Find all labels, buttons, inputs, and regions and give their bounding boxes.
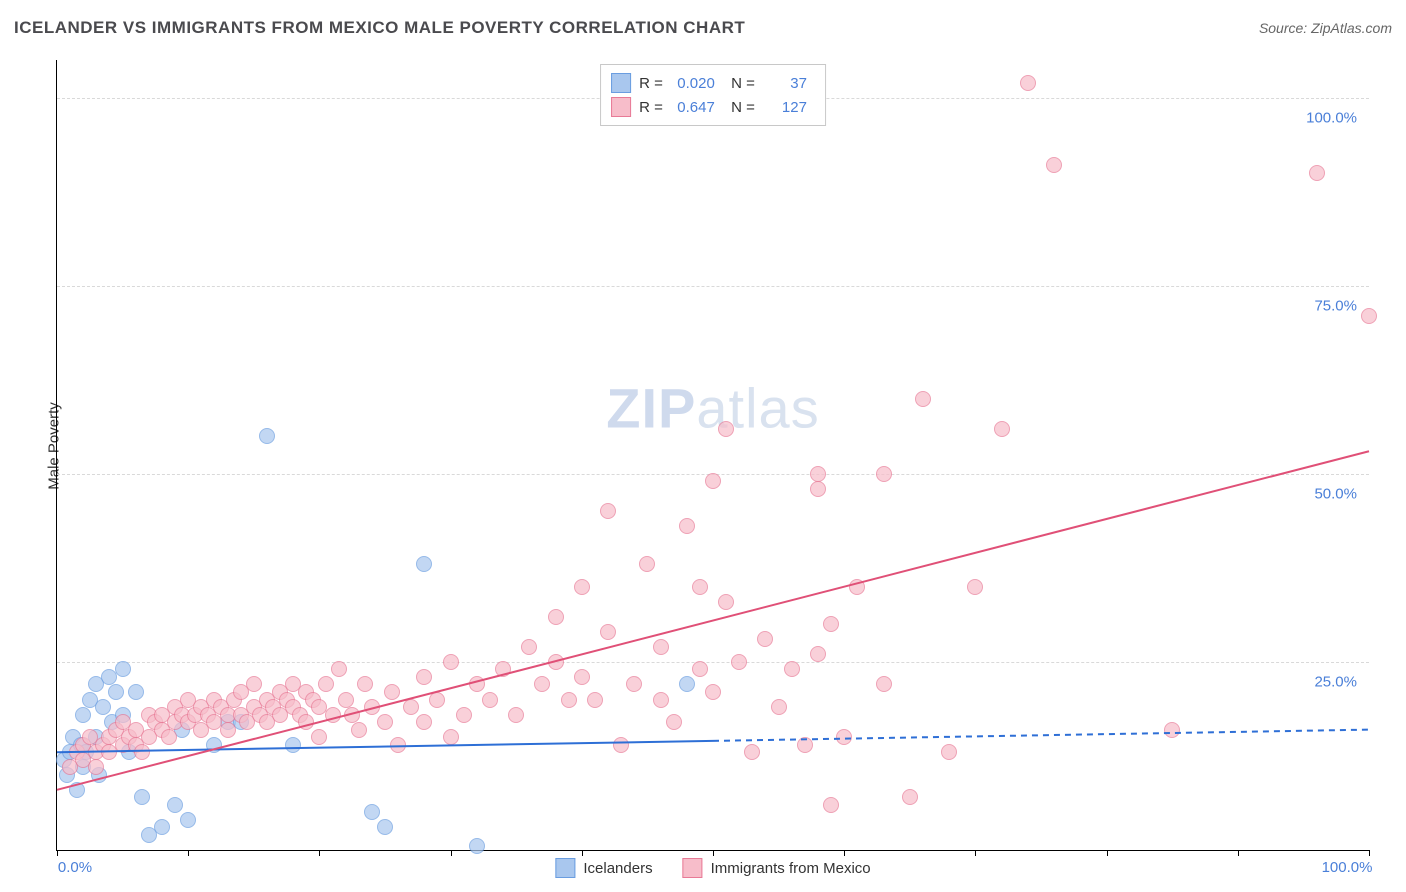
source-label: Source: ZipAtlas.com (1259, 20, 1392, 36)
x-tick-mark (713, 850, 714, 856)
x-tick-mark (319, 850, 320, 856)
legend-item-icelanders: Icelanders (555, 858, 652, 878)
x-tick-mark (188, 850, 189, 856)
swatch-icelanders (611, 73, 631, 93)
legend-item-immigrants: Immigrants from Mexico (683, 858, 871, 878)
swatch-immigrants-icon (683, 858, 703, 878)
x-tick-mark (582, 850, 583, 856)
x-tick-mark (844, 850, 845, 856)
x-tick-mark (1369, 850, 1370, 856)
swatch-icelanders-icon (555, 858, 575, 878)
legend-row-icelanders: R =0.020 N =37 (611, 71, 807, 95)
series-legend: Icelanders Immigrants from Mexico (545, 858, 880, 878)
x-tick-label: 100.0% (1322, 859, 1373, 876)
swatch-immigrants (611, 97, 631, 117)
trend-lines (57, 60, 1369, 850)
legend-row-immigrants: R =0.647 N =127 (611, 95, 807, 119)
x-tick-mark (1238, 850, 1239, 856)
scatter-plot: ZIPatlas R =0.020 N =37 R =0.647 N =127 … (56, 60, 1369, 851)
chart-title: ICELANDER VS IMMIGRANTS FROM MEXICO MALE… (14, 18, 745, 37)
x-tick-mark (975, 850, 976, 856)
x-tick-mark (57, 850, 58, 856)
x-tick-mark (1107, 850, 1108, 856)
correlation-legend: R =0.020 N =37 R =0.647 N =127 (600, 64, 826, 126)
x-tick-label: 0.0% (58, 859, 92, 876)
x-tick-mark (451, 850, 452, 856)
